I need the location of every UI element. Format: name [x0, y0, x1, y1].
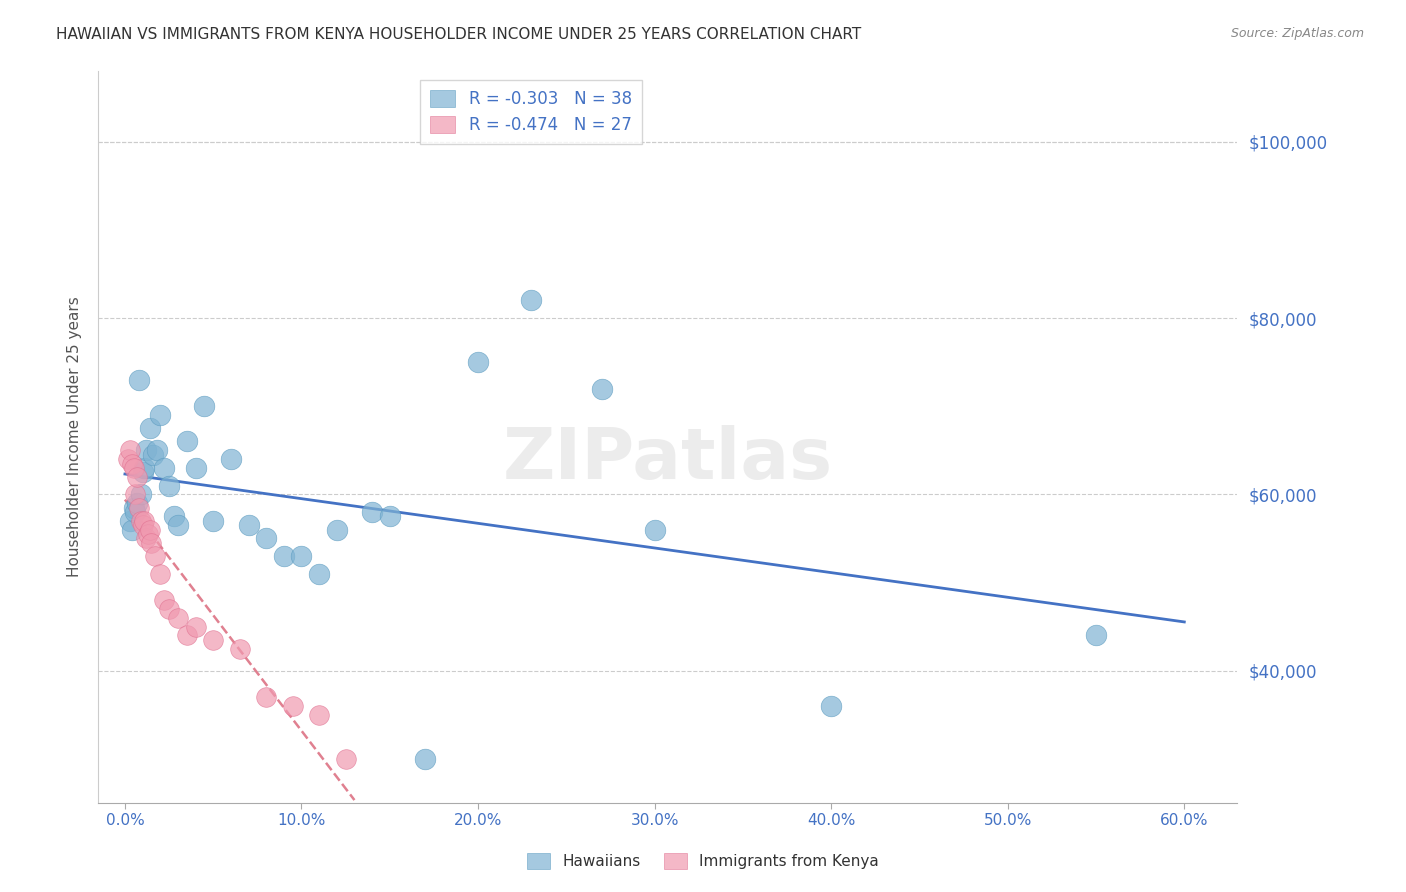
Point [127, 469, 149, 483]
Point [131, 518, 153, 533]
Point [138, 421, 160, 435]
Point [152, 593, 174, 607]
Point [238, 518, 260, 533]
Point [117, 452, 139, 467]
Text: ZIPatlas: ZIPatlas [503, 425, 832, 493]
Point [121, 523, 143, 537]
Point [591, 382, 613, 396]
Point [149, 566, 172, 581]
Point [202, 514, 225, 528]
Point [378, 509, 401, 524]
Point [335, 752, 357, 766]
Point [326, 523, 349, 537]
Point [138, 523, 160, 537]
Point [136, 527, 159, 541]
Point [120, 443, 142, 458]
Point [128, 500, 150, 515]
Point [254, 690, 277, 704]
Point [228, 641, 250, 656]
Point [413, 752, 436, 766]
Point [152, 461, 174, 475]
Point [128, 373, 150, 387]
Point [273, 549, 295, 563]
Point [520, 293, 543, 308]
Point [176, 628, 198, 642]
Point [134, 461, 156, 475]
Point [644, 523, 666, 537]
Point [149, 408, 172, 422]
Point [202, 632, 225, 647]
Point [121, 457, 143, 471]
Point [308, 707, 330, 722]
Point [281, 698, 304, 713]
Point [157, 478, 180, 492]
Point [120, 514, 142, 528]
Point [124, 487, 146, 501]
Point [1085, 628, 1108, 642]
Point [184, 619, 207, 633]
Point [167, 611, 190, 625]
Point [820, 698, 842, 713]
Point [167, 518, 190, 533]
Point [129, 487, 152, 501]
Point [129, 514, 152, 528]
Point [467, 355, 489, 369]
Point [219, 452, 242, 467]
Point [254, 532, 277, 546]
Point [290, 549, 312, 563]
Point [122, 500, 145, 515]
Legend: R = -0.303   N = 38, R = -0.474   N = 27: R = -0.303 N = 38, R = -0.474 N = 27 [420, 79, 643, 145]
Point [163, 509, 186, 524]
Point [184, 461, 207, 475]
Point [124, 505, 146, 519]
Y-axis label: Householder Income Under 25 years: Householder Income Under 25 years [67, 297, 83, 577]
Point [131, 466, 153, 480]
Point [127, 496, 149, 510]
Point [122, 461, 145, 475]
Point [141, 536, 163, 550]
Text: HAWAIIAN VS IMMIGRANTS FROM KENYA HOUSEHOLDER INCOME UNDER 25 YEARS CORRELATION : HAWAIIAN VS IMMIGRANTS FROM KENYA HOUSEH… [56, 27, 862, 42]
Point [143, 549, 166, 563]
Point [176, 434, 198, 449]
Point [142, 448, 165, 462]
Point [145, 443, 167, 458]
Point [157, 602, 180, 616]
Point [135, 532, 157, 546]
Point [361, 505, 384, 519]
Point [308, 566, 330, 581]
Point [135, 443, 157, 458]
Point [134, 514, 156, 528]
Point [193, 399, 215, 413]
Legend: Hawaiians, Immigrants from Kenya: Hawaiians, Immigrants from Kenya [522, 847, 884, 875]
Text: Source: ZipAtlas.com: Source: ZipAtlas.com [1230, 27, 1364, 40]
